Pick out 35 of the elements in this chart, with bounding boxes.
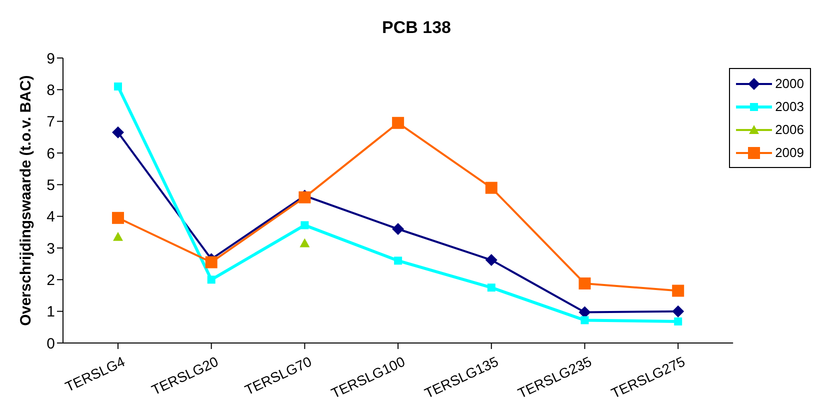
- point: [485, 254, 498, 266]
- y-tick-label: 3: [46, 240, 55, 258]
- point: [674, 317, 682, 326]
- y-axis-title: Overschrijdingswaarde (t.o.v. BAC): [17, 75, 34, 326]
- y-tick-label: 8: [46, 82, 55, 99]
- point: [113, 232, 123, 241]
- point: [114, 82, 122, 90]
- legend-label: 2009: [775, 145, 804, 160]
- y-tick-label: 5: [46, 176, 55, 194]
- y-tick-label: 6: [46, 145, 55, 162]
- chart-title: PCB 138: [381, 17, 452, 39]
- point: [207, 276, 216, 284]
- point: [578, 277, 591, 290]
- point: [205, 256, 218, 268]
- y-tick-label: 0: [46, 335, 55, 352]
- point: [392, 223, 404, 235]
- point: [487, 284, 496, 292]
- legend-label: 2003: [775, 99, 804, 114]
- point: [580, 316, 589, 324]
- y-tick-label: 7: [46, 114, 55, 131]
- point: [672, 305, 684, 318]
- point: [394, 256, 402, 265]
- point: [112, 212, 124, 224]
- point: [672, 284, 684, 297]
- point: [392, 116, 404, 129]
- y-tick-label: 4: [46, 208, 55, 226]
- legend-label: 2000: [775, 76, 804, 91]
- point: [300, 221, 309, 230]
- y-tick-label: 1: [46, 304, 55, 321]
- point: [112, 126, 124, 138]
- point: [300, 238, 310, 248]
- point: [485, 182, 498, 194]
- y-tick-label: 2: [46, 272, 55, 289]
- legend-label: 2006: [775, 122, 804, 137]
- y-tick-label: 9: [46, 50, 55, 68]
